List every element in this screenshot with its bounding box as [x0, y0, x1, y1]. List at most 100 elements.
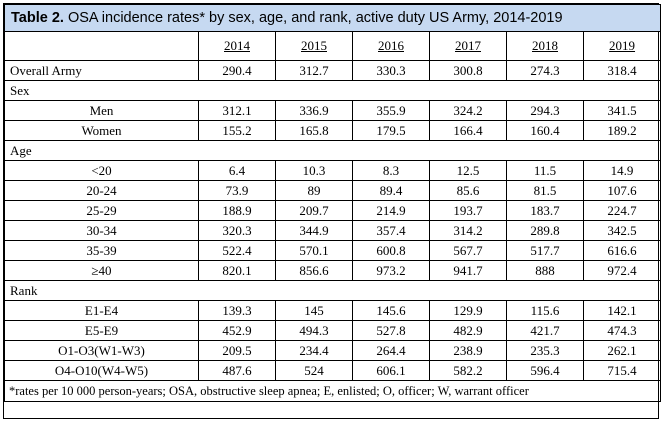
value-cell: 188.9	[198, 200, 276, 221]
value-cell: 165.8	[275, 120, 353, 141]
table-row: 25-29 188.9 209.7 214.9 193.7 183.7 224.7	[4, 200, 662, 221]
value-cell: 294.3	[506, 100, 584, 121]
value-cell: 527.8	[352, 320, 430, 341]
value-cell: 89	[275, 180, 353, 201]
section-header: Sex	[3, 80, 662, 101]
value-cell: 193.7	[429, 200, 507, 221]
value-cell: 214.9	[352, 200, 430, 221]
value-cell: 606.1	[352, 360, 430, 381]
value-cell: 139.3	[198, 300, 276, 321]
section-header-row: Rank	[3, 280, 662, 301]
table-row: <20 6.4 10.3 8.3 12.5 11.5 14.9	[4, 160, 662, 181]
row-label: ≥40	[4, 260, 199, 281]
table-row: 30-34 320.3 344.9 357.4 314.2 289.8 342.5	[4, 220, 662, 241]
value-cell: 262.1	[582, 340, 662, 361]
row-label: E1-E4	[4, 300, 199, 321]
value-cell: 312.1	[198, 100, 276, 121]
value-cell: 209.5	[198, 340, 276, 361]
year-label: 2016	[378, 38, 404, 53]
table-row: E5-E9 452.9 494.3 527.8 482.9 421.7 474.3	[4, 320, 662, 341]
value-cell: 342.5	[582, 220, 662, 241]
year-header: 2018	[506, 31, 584, 61]
year-label: 2019	[609, 38, 636, 53]
table-footnote: *rates per 10 000 person-years; OSA, obs…	[3, 380, 662, 402]
value-cell: 274.3	[506, 60, 584, 81]
year-header: 2019	[582, 31, 662, 61]
value-cell: 166.4	[429, 120, 507, 141]
value-cell: 336.9	[275, 100, 353, 121]
row-label: <20	[4, 160, 199, 181]
value-cell: 300.8	[429, 60, 507, 81]
overall-label: Overall Army	[4, 60, 199, 81]
value-cell: 330.3	[352, 60, 430, 81]
value-cell: 972.4	[582, 260, 662, 281]
table-row: 20-24 73.9 89 89.4 85.6 81.5 107.6	[4, 180, 662, 201]
value-cell: 142.1	[582, 300, 662, 321]
value-cell: 452.9	[198, 320, 276, 341]
table-title: Table 2. OSA incidence rates* by sex, ag…	[3, 4, 662, 32]
value-cell: 517.7	[506, 240, 584, 261]
year-label: 2015	[301, 38, 327, 53]
value-cell: 264.4	[352, 340, 430, 361]
row-label: E5-E9	[4, 320, 199, 341]
table-frame: Table 2. OSA incidence rates* by sex, ag…	[3, 3, 662, 419]
table-row: 35-39 522.4 570.1 600.8 567.7 517.7 616.6	[4, 240, 662, 261]
row-label: 20-24	[4, 180, 199, 201]
value-cell: 155.2	[198, 120, 276, 141]
value-cell: 715.4	[582, 360, 662, 381]
value-cell: 179.5	[352, 120, 430, 141]
value-cell: 482.9	[429, 320, 507, 341]
section-header-row: Sex	[3, 80, 662, 101]
value-cell: 421.7	[506, 320, 584, 341]
row-label: O4-O10(W4-W5)	[4, 360, 199, 381]
value-cell: 234.4	[275, 340, 353, 361]
value-cell: 567.7	[429, 240, 507, 261]
value-cell: 115.6	[506, 300, 584, 321]
table-row: E1-E4 139.3 145 145.6 129.9 115.6 142.1	[4, 300, 662, 321]
osa-incidence-table: Table 2. OSA incidence rates* by sex, ag…	[3, 4, 662, 402]
value-cell: 355.9	[352, 100, 430, 121]
value-cell: 238.9	[429, 340, 507, 361]
value-cell: 189.2	[582, 120, 662, 141]
value-cell: 474.3	[582, 320, 662, 341]
row-label: Women	[4, 120, 199, 141]
value-cell: 73.9	[198, 180, 276, 201]
value-cell: 487.6	[198, 360, 276, 381]
value-cell: 820.1	[198, 260, 276, 281]
section-header: Age	[3, 140, 662, 161]
table-row: O1-O3(W1-W3) 209.5 234.4 264.4 238.9 235.3 262…	[4, 340, 662, 361]
year-header: 2014	[198, 31, 276, 61]
table-row: Men 312.1 336.9 355.9 324.2 294.3 341.5	[4, 100, 662, 121]
row-label: O1-O3(W1-W3)	[4, 340, 199, 361]
table-title-text: OSA incidence rates* by sex, age, and ra…	[63, 10, 563, 26]
value-cell: 344.9	[275, 220, 353, 241]
value-cell: 224.7	[582, 200, 662, 221]
value-cell: 129.9	[429, 300, 507, 321]
year-label: 2018	[532, 38, 558, 53]
value-cell: 600.8	[352, 240, 430, 261]
table-row: Women 155.2 165.8 179.5 166.4 160.4 189.2	[4, 120, 662, 141]
row-label: 35-39	[4, 240, 199, 261]
value-cell: 145.6	[352, 300, 430, 321]
value-cell: 314.2	[429, 220, 507, 241]
section-header-row: Age	[3, 140, 662, 161]
value-cell: 494.3	[275, 320, 353, 341]
year-header: 2016	[352, 31, 430, 61]
value-cell: 941.7	[429, 260, 507, 281]
value-cell: 522.4	[198, 240, 276, 261]
value-cell: 107.6	[582, 180, 662, 201]
year-label: 2017	[455, 38, 481, 53]
value-cell: 183.7	[506, 200, 584, 221]
value-cell: 160.4	[506, 120, 584, 141]
value-cell: 235.3	[506, 340, 584, 361]
year-label: 2014	[224, 38, 250, 53]
value-cell: 8.3	[352, 160, 430, 181]
header-empty-cell	[4, 31, 199, 61]
value-cell: 524	[275, 360, 353, 381]
row-label: Men	[4, 100, 199, 121]
value-cell: 209.7	[275, 200, 353, 221]
section-header: Rank	[3, 280, 662, 301]
value-cell: 357.4	[352, 220, 430, 241]
value-cell: 11.5	[506, 160, 584, 181]
value-cell: 12.5	[429, 160, 507, 181]
